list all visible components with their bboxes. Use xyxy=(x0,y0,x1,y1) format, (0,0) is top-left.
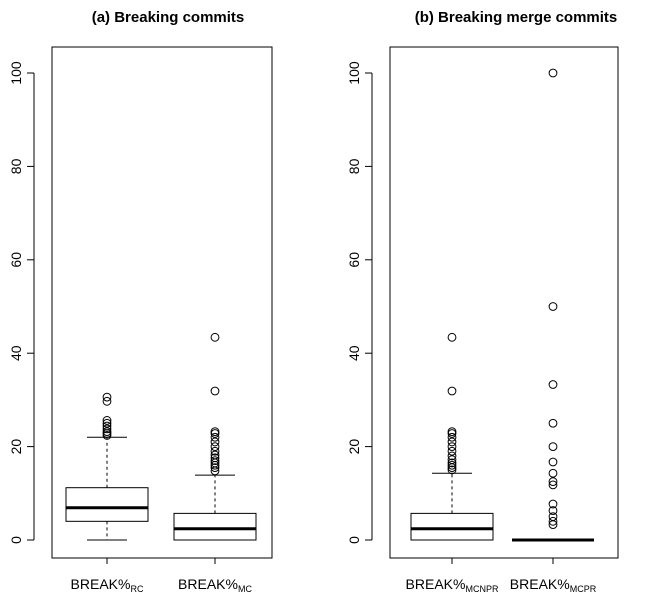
outlier-point xyxy=(210,386,220,396)
outlier-point xyxy=(548,516,558,526)
y-tick-label: 40 xyxy=(346,345,362,361)
y-tick-label: 0 xyxy=(346,536,362,544)
outlier-point xyxy=(548,480,558,490)
box-2 xyxy=(512,68,594,542)
outlier-point xyxy=(548,380,558,389)
outlier-point xyxy=(210,442,220,452)
y-tick-label: 20 xyxy=(8,439,24,455)
box-iqr xyxy=(173,512,257,541)
outlier-point xyxy=(447,465,457,475)
outlier-point xyxy=(102,396,112,406)
outlier-point xyxy=(210,463,220,473)
x-tick-label: BREAK%MC xyxy=(178,576,252,594)
outlier-point xyxy=(102,392,112,402)
y-tick-label: 20 xyxy=(346,439,362,455)
y-tick-label: 0 xyxy=(8,536,24,544)
outlier-point xyxy=(548,506,558,515)
box-1 xyxy=(410,332,494,541)
y-tick-label: 80 xyxy=(8,158,24,174)
box-iqr xyxy=(65,487,149,522)
outlier-point xyxy=(102,427,112,437)
y-tick-label: 60 xyxy=(8,252,24,268)
chart-panel-2: (b) Breaking merge commits 0 20 40 60 80 100 BR… xyxy=(346,9,619,594)
outlier-point xyxy=(210,446,220,456)
outlier-point xyxy=(447,455,457,465)
chart-title: (b) Breaking merge commits xyxy=(415,9,618,26)
outlier-point xyxy=(548,442,558,452)
outlier-point xyxy=(548,499,558,509)
y-tick-label: 60 xyxy=(346,252,362,268)
outlier-point xyxy=(548,457,558,467)
outlier-point xyxy=(447,437,457,447)
outlier-point xyxy=(210,437,220,447)
outlier-point xyxy=(447,442,457,452)
outlier-point xyxy=(102,418,112,428)
y-tick-label: 80 xyxy=(346,158,362,174)
outlier-point xyxy=(548,418,558,428)
box-iqr xyxy=(410,512,494,541)
outlier-point xyxy=(210,453,220,463)
y-tick-label: 40 xyxy=(8,345,24,361)
y-tick-label: 100 xyxy=(346,61,362,85)
outlier-point xyxy=(102,429,112,438)
outlier-point xyxy=(447,460,457,470)
outlier-point xyxy=(210,332,220,342)
plot-frame xyxy=(389,46,619,559)
x-tick-label: BREAK%MCPR xyxy=(510,576,597,594)
x-tick-label: BREAK%MCNPR xyxy=(406,576,499,594)
outlier-point xyxy=(210,427,220,437)
plot-frame xyxy=(51,46,273,559)
outlier-point xyxy=(447,386,457,396)
outlier-point xyxy=(102,416,112,425)
outlier-point xyxy=(447,446,457,456)
outlier-point xyxy=(548,68,558,78)
outlier-point xyxy=(548,477,558,487)
outlier-point xyxy=(210,432,220,442)
outlier-point xyxy=(447,332,457,342)
outlier-point xyxy=(210,456,220,466)
chart-panel-1: (a) Breaking commits 0 20 40 60 80 100 BREAK%RC… xyxy=(8,9,273,594)
chart-title: (a) Breaking commits xyxy=(92,9,245,26)
box-2 xyxy=(173,332,257,541)
outlier-point xyxy=(447,458,457,468)
outlier-point xyxy=(102,421,112,431)
outlier-point xyxy=(447,432,457,442)
outlier-point xyxy=(447,427,457,437)
outlier-point xyxy=(548,302,558,311)
outlier-point xyxy=(548,512,558,522)
outlier-point xyxy=(102,424,112,434)
outlier-point xyxy=(548,468,558,478)
y-tick-label: 100 xyxy=(8,61,24,85)
outlier-point xyxy=(447,451,457,461)
box-1 xyxy=(65,392,149,541)
outlier-point xyxy=(210,450,220,460)
x-tick-label: BREAK%RC xyxy=(71,576,144,594)
